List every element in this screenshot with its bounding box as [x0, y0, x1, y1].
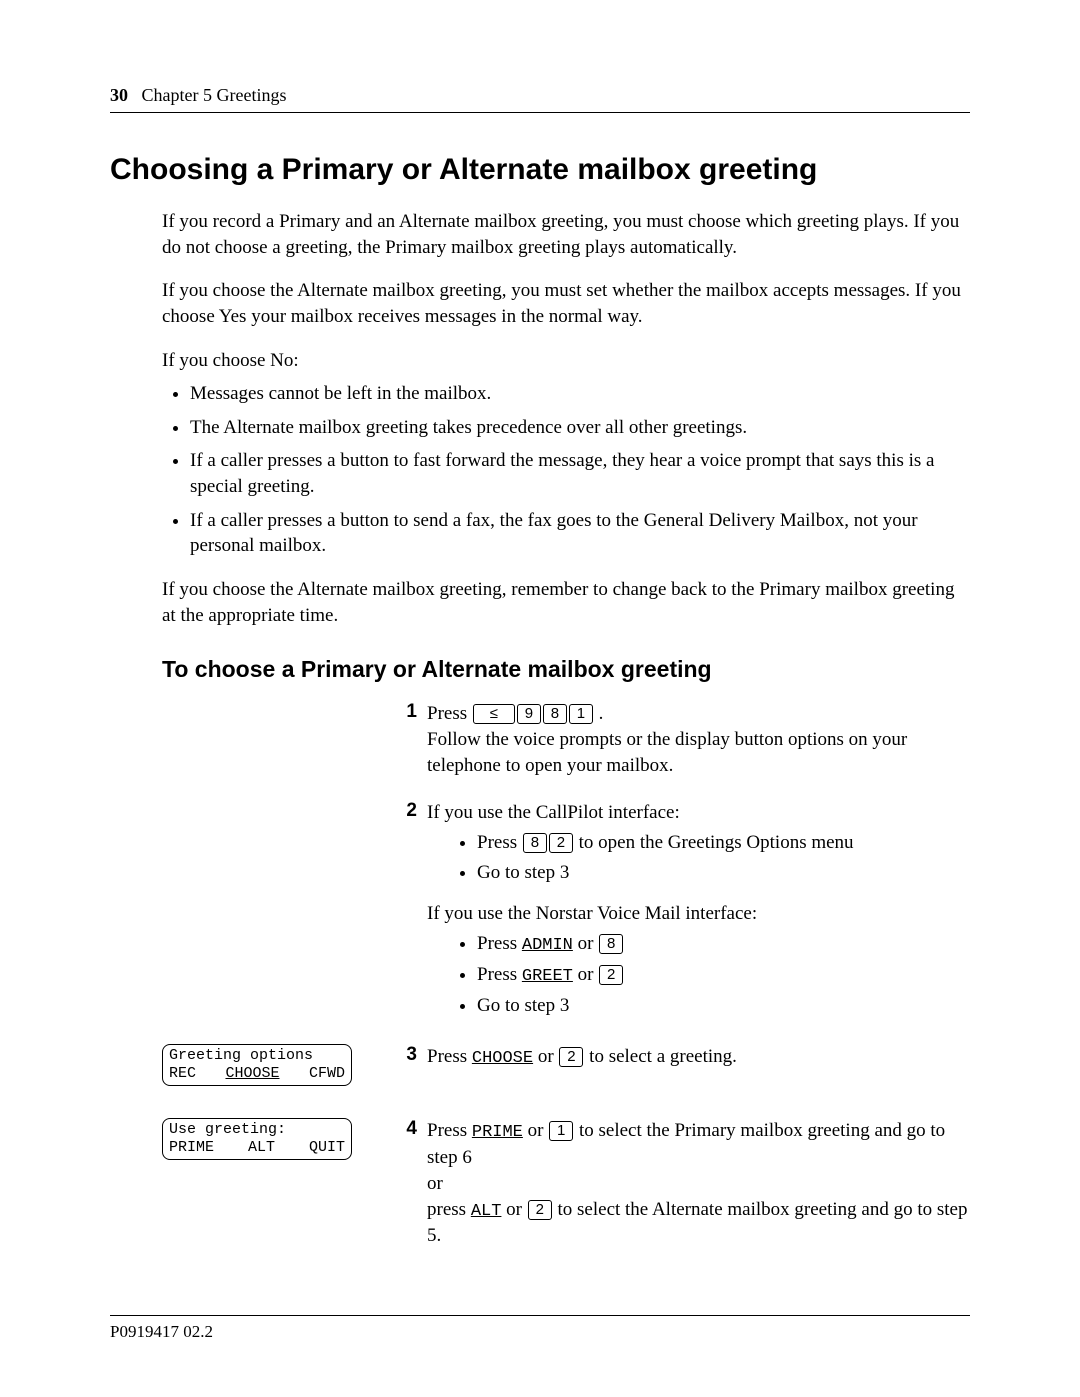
- sub-bullet-list: Press 82 to open the Greetings Options m…: [427, 830, 970, 885]
- press-label: Press: [427, 703, 467, 724]
- key-icon: 2: [599, 965, 623, 985]
- intro-p4: If you choose the Alternate mailbox gree…: [162, 577, 970, 628]
- display-option: REC: [169, 1065, 196, 1083]
- display-option: CHOOSE: [225, 1065, 279, 1083]
- press-label: Press: [477, 933, 517, 954]
- press-label: Press: [477, 964, 517, 985]
- display-col: Greeting options REC CHOOSE CFWD: [162, 1044, 387, 1096]
- step-number: 4: [387, 1118, 427, 1140]
- display-options: PRIME ALT QUIT: [169, 1139, 345, 1157]
- step-instructions: Press CHOOSE or 2 to select a greeting.: [427, 1044, 970, 1071]
- document-page: 30 Chapter 5 Greetings Choosing a Primar…: [0, 0, 1080, 1397]
- step-instructions: Press PRIME or 1 to select the Primary m…: [427, 1118, 970, 1249]
- press-label: Press: [427, 1120, 467, 1141]
- intro-section: If you record a Primary and an Alternate…: [162, 209, 970, 628]
- step-text: to select a greeting.: [589, 1046, 737, 1067]
- key-icon: 2: [559, 1047, 583, 1067]
- step-text: If you use the Norstar Voice Mail interf…: [427, 903, 757, 924]
- step-text: Follow the voice prompts or the display …: [427, 729, 907, 776]
- intro-p3: If you choose No:: [162, 348, 970, 374]
- or-label: or: [427, 1173, 443, 1194]
- step-row: Greeting options REC CHOOSE CFWD 3 Press…: [162, 1044, 970, 1096]
- display-option: QUIT: [309, 1139, 345, 1157]
- chapter-title: [133, 85, 142, 105]
- intro-p2: If you choose the Alternate mailbox gree…: [162, 278, 970, 329]
- softkey-label: GREET: [522, 967, 573, 986]
- page-title: Choosing a Primary or Alternate mailbox …: [110, 153, 970, 187]
- step-row: Use greeting: PRIME ALT QUIT 4 Press PRI…: [162, 1118, 970, 1249]
- or-label: or: [538, 1046, 554, 1067]
- phone-display: Use greeting: PRIME ALT QUIT: [162, 1118, 352, 1160]
- section-subtitle: To choose a Primary or Alternate mailbox…: [162, 656, 970, 683]
- softkey-label: ADMIN: [522, 936, 573, 955]
- intro-bullet: If a caller presses a button to fast for…: [190, 448, 970, 499]
- display-options: REC CHOOSE CFWD: [169, 1065, 345, 1083]
- step-row: 1 Press ≤981 . Follow the voice prompts …: [162, 701, 970, 778]
- key-icon: 1: [569, 704, 593, 724]
- display-option: ALT: [248, 1139, 275, 1157]
- softkey-label: PRIME: [472, 1123, 523, 1142]
- step-number: 3: [387, 1044, 427, 1066]
- step-instructions: Press ≤981 . Follow the voice prompts or…: [427, 701, 970, 778]
- display-title: Use greeting:: [169, 1121, 345, 1139]
- feature-key-icon: ≤: [473, 704, 515, 724]
- or-label: or: [578, 964, 594, 985]
- press-label: press: [427, 1199, 466, 1220]
- key-icon: 2: [528, 1200, 552, 1220]
- intro-bullet: If a caller presses a button to send a f…: [190, 508, 970, 559]
- sub-bullet: Go to step 3: [477, 860, 970, 886]
- key-icon: 8: [543, 704, 567, 724]
- step-text: If you use the CallPilot interface:: [427, 802, 680, 823]
- key-icon: 8: [599, 934, 623, 954]
- sub-bullet-list: Press ADMIN or 8 Press GREET or 2 Go to …: [427, 931, 970, 1019]
- display-col: Use greeting: PRIME ALT QUIT: [162, 1118, 387, 1170]
- sub-bullet: Press 82 to open the Greetings Options m…: [477, 830, 970, 856]
- display-title: Greeting options: [169, 1047, 345, 1065]
- steps-area: 1 Press ≤981 . Follow the voice prompts …: [162, 701, 970, 1249]
- intro-p1: If you record a Primary and an Alternate…: [162, 209, 970, 260]
- or-label: or: [528, 1120, 544, 1141]
- softkey-label: CHOOSE: [472, 1049, 533, 1068]
- or-label: or: [578, 933, 594, 954]
- intro-bullet: The Alternate mailbox greeting takes pre…: [190, 415, 970, 441]
- phone-display: Greeting options REC CHOOSE CFWD: [162, 1044, 352, 1086]
- key-icon: 2: [549, 833, 573, 853]
- or-label: or: [506, 1199, 522, 1220]
- key-icon: 1: [549, 1121, 573, 1141]
- press-label: Press: [477, 832, 517, 853]
- step-instructions: If you use the CallPilot interface: Pres…: [427, 800, 970, 1022]
- press-label: Press: [427, 1046, 467, 1067]
- step-row: 2 If you use the CallPilot interface: Pr…: [162, 800, 970, 1022]
- sub-bullet: Press GREET or 2: [477, 962, 970, 989]
- key-icon: 8: [523, 833, 547, 853]
- page-footer: P0919417 02.2: [110, 1315, 970, 1342]
- key-icon: 9: [517, 704, 541, 724]
- display-option: CFWD: [309, 1065, 345, 1083]
- document-id: P0919417 02.2: [110, 1322, 213, 1341]
- step-number: 1: [387, 701, 427, 723]
- step-number: 2: [387, 800, 427, 822]
- intro-bullet: Messages cannot be left in the mailbox.: [190, 381, 970, 407]
- display-option: PRIME: [169, 1139, 214, 1157]
- sub-bullet: Press ADMIN or 8: [477, 931, 970, 958]
- page-number: 30: [110, 85, 128, 105]
- page-header: 30 Chapter 5 Greetings: [110, 85, 970, 113]
- softkey-label: ALT: [471, 1202, 502, 1221]
- sub-bullet: Go to step 3: [477, 993, 970, 1019]
- step-text: to open the Greetings Options menu: [579, 832, 854, 853]
- chapter-title-text: Chapter 5 Greetings: [142, 85, 287, 105]
- intro-bullet-list: Messages cannot be left in the mailbox. …: [162, 381, 970, 559]
